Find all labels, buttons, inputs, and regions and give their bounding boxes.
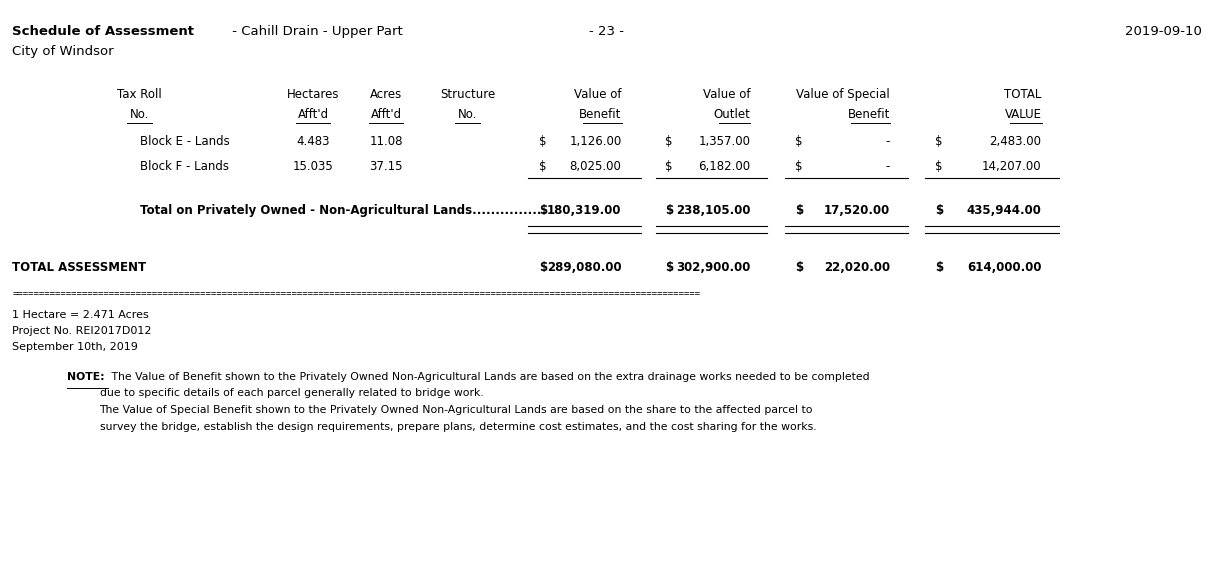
Text: The Value of Benefit shown to the Privately Owned Non-Agricultural Lands are bas: The Value of Benefit shown to the Privat…: [108, 372, 869, 383]
Text: 302,900.00: 302,900.00: [676, 261, 750, 275]
Text: Value of Special: Value of Special: [796, 88, 890, 101]
Text: 22,020.00: 22,020.00: [824, 261, 890, 275]
Text: Value of: Value of: [703, 88, 750, 101]
Text: - 23 -: - 23 -: [590, 25, 624, 38]
Text: September 10th, 2019: September 10th, 2019: [12, 342, 138, 352]
Text: survey the bridge, establish the design requirements, prepare plans, determine c: survey the bridge, establish the design …: [100, 422, 816, 432]
Text: Benefit: Benefit: [579, 108, 622, 121]
Text: 17,520.00: 17,520.00: [823, 204, 890, 217]
Text: No.: No.: [458, 108, 477, 121]
Text: 8,025.00: 8,025.00: [569, 160, 622, 173]
Text: Block F - Lands: Block F - Lands: [140, 160, 228, 173]
Text: $: $: [665, 204, 674, 217]
Text: $: $: [539, 160, 546, 173]
Text: 2019-09-10: 2019-09-10: [1125, 25, 1202, 38]
Text: $: $: [665, 135, 673, 148]
Text: Tax Roll: Tax Roll: [118, 88, 161, 101]
Text: Outlet: Outlet: [714, 108, 750, 121]
Text: 614,000.00: 614,000.00: [968, 261, 1042, 275]
Text: 1,126.00: 1,126.00: [569, 135, 622, 148]
Text: 6,182.00: 6,182.00: [698, 160, 750, 173]
Text: 238,105.00: 238,105.00: [676, 204, 750, 217]
Text: 14,207.00: 14,207.00: [982, 160, 1042, 173]
Text: Schedule of Assessment: Schedule of Assessment: [12, 25, 194, 38]
Text: 289,080.00: 289,080.00: [548, 261, 622, 275]
Text: $: $: [539, 261, 548, 275]
Text: 11.08: 11.08: [369, 135, 403, 148]
Text: Acres: Acres: [370, 88, 402, 101]
Text: Benefit: Benefit: [847, 108, 890, 121]
Text: 4.483: 4.483: [296, 135, 330, 148]
Text: 435,944.00: 435,944.00: [966, 204, 1042, 217]
Text: $: $: [539, 204, 548, 217]
Text: Structure: Structure: [439, 88, 495, 101]
Text: TOTAL: TOTAL: [1004, 88, 1042, 101]
Text: - Cahill Drain - Upper Part: - Cahill Drain - Upper Part: [228, 25, 403, 38]
Text: $: $: [795, 261, 804, 275]
Text: 180,319.00: 180,319.00: [548, 204, 622, 217]
Text: Total on Privately Owned - Non-Agricultural Lands................: Total on Privately Owned - Non-Agricultu…: [140, 204, 546, 217]
Text: Block E - Lands: Block E - Lands: [140, 135, 229, 148]
Text: -: -: [885, 135, 890, 148]
Text: $: $: [935, 160, 942, 173]
Text: $: $: [935, 135, 942, 148]
Text: 1,357.00: 1,357.00: [698, 135, 750, 148]
Text: due to specific details of each parcel generally related to bridge work.: due to specific details of each parcel g…: [100, 388, 483, 398]
Text: $: $: [935, 204, 943, 217]
Text: Project No. REI2017D012: Project No. REI2017D012: [12, 326, 152, 336]
Text: $: $: [539, 135, 546, 148]
Text: $: $: [935, 261, 943, 275]
Text: Afft'd: Afft'd: [297, 108, 329, 121]
Text: 37.15: 37.15: [369, 160, 403, 173]
Text: 2,483.00: 2,483.00: [989, 135, 1042, 148]
Text: $: $: [795, 160, 802, 173]
Text: Hectares: Hectares: [287, 88, 340, 101]
Text: Afft'd: Afft'd: [370, 108, 402, 121]
Text: NOTE:: NOTE:: [67, 372, 104, 383]
Text: 1 Hectare = 2.471 Acres: 1 Hectare = 2.471 Acres: [12, 310, 149, 320]
Text: No.: No.: [130, 108, 149, 121]
Text: 15.035: 15.035: [293, 160, 334, 173]
Text: $: $: [665, 160, 673, 173]
Text: Value of: Value of: [574, 88, 622, 101]
Text: TOTAL ASSESSMENT: TOTAL ASSESSMENT: [12, 261, 146, 275]
Text: ================================================================================: ========================================…: [12, 289, 700, 298]
Text: $: $: [795, 135, 802, 148]
Text: City of Windsor: City of Windsor: [12, 45, 114, 58]
Text: $: $: [665, 261, 674, 275]
Text: -: -: [885, 160, 890, 173]
Text: The Value of Special Benefit shown to the Privately Owned Non-Agricultural Lands: The Value of Special Benefit shown to th…: [100, 405, 813, 415]
Text: VALUE: VALUE: [1005, 108, 1042, 121]
Text: $: $: [795, 204, 804, 217]
